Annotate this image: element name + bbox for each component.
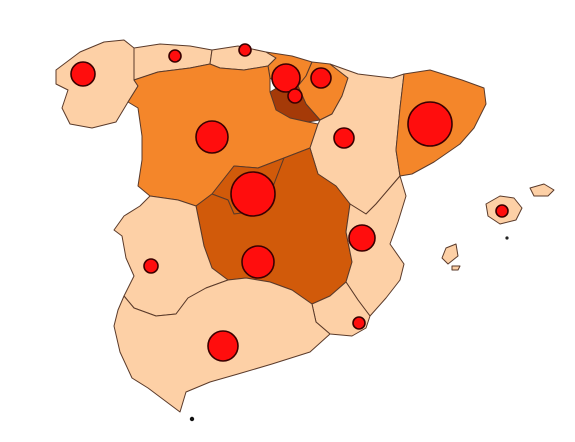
region-baleares-menorca — [529, 183, 555, 197]
region-baleares-ibiza — [441, 243, 459, 265]
region-baleares-formentera — [451, 265, 461, 271]
bubble-aragon — [333, 127, 355, 149]
bubble-madrid — [230, 171, 276, 217]
bubble-pais-vasco — [271, 63, 301, 93]
bubble-la-rioja — [287, 88, 303, 104]
bubble-navarra — [310, 67, 332, 89]
region-galicia — [55, 39, 139, 129]
region-comunidad-valenciana — [345, 175, 407, 317]
bubble-andalucia — [207, 330, 239, 362]
bubbles-layer — [70, 43, 509, 362]
bubble-asturias — [168, 49, 182, 63]
bubble-murcia — [352, 316, 366, 330]
bubble-cataluna — [407, 101, 453, 147]
bubble-galicia — [70, 61, 96, 87]
dot-marker — [505, 236, 509, 240]
regions-layer — [55, 39, 555, 413]
dot-marker — [189, 416, 195, 422]
bubble-castilla-y-leon — [195, 120, 229, 154]
bubble-extremadura — [143, 258, 159, 274]
bubble-comunidad-valenciana — [348, 224, 376, 252]
bubble-cantabria — [238, 43, 252, 57]
bubble-castilla-la-mancha — [241, 245, 275, 279]
bubble-baleares — [495, 204, 509, 218]
